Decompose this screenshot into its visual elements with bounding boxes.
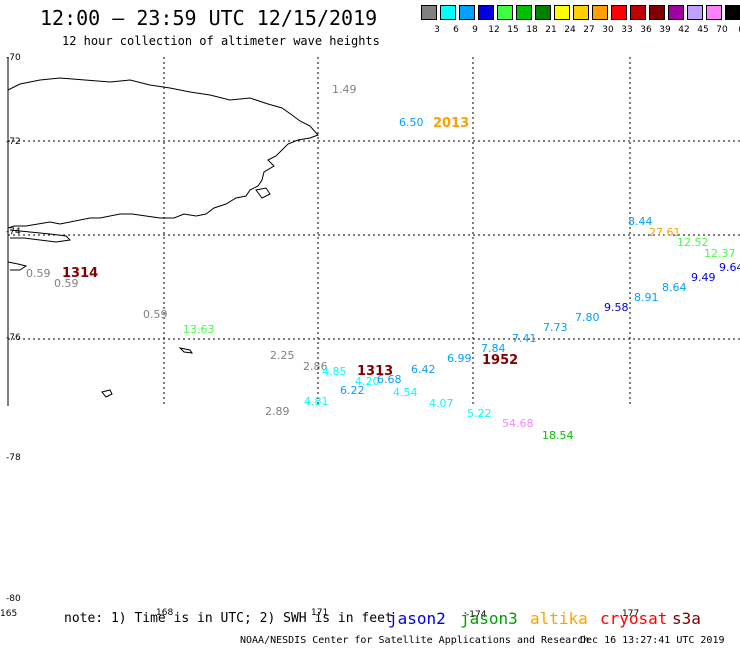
longitude-labels: 165 168 171 -174 177: [0, 608, 639, 620]
wave-height-value: 6.68: [377, 373, 402, 386]
wave-height-value: 8.44: [628, 215, 653, 228]
scale-label: 33: [621, 25, 633, 35]
coastline: [7, 77, 319, 398]
wave-height-value: 4.85: [322, 365, 347, 378]
scale-swatch: [554, 5, 570, 20]
wave-height-value: 18.54: [542, 429, 574, 442]
scale-label: 30: [602, 25, 614, 35]
longitude-label: 168: [156, 608, 173, 618]
wave-height-value: 9.64: [719, 261, 740, 274]
latitude-label: -80: [6, 594, 21, 604]
scale-swatch: [421, 5, 437, 20]
scale-label: 39: [659, 25, 671, 35]
wave-height-value: 7.73: [543, 321, 568, 334]
longitude-label: -174: [466, 610, 487, 620]
wave-height-value: 13.63: [183, 323, 215, 336]
pass-time-label: 1313: [357, 364, 393, 379]
wave-height-value: 6.99: [447, 352, 472, 365]
scale-label: 70: [716, 25, 728, 35]
pass-time-label: 2013: [433, 116, 469, 131]
wave-height-value: 2.25: [270, 349, 295, 362]
satellite-legend-item: cryosat: [600, 609, 668, 628]
wave-height-value: 9.49: [691, 271, 716, 284]
wave-height-value: 0.59: [26, 267, 51, 280]
wave-height-value: 4.20: [355, 375, 380, 388]
scale-swatch: [440, 5, 456, 20]
pass-time-label: 1952: [482, 353, 518, 368]
wave-height-value: 7.80: [575, 311, 600, 324]
scale-swatch: [592, 5, 608, 20]
satellite-legend-item: jason2: [388, 609, 446, 628]
wave-height-value: 54.68: [502, 417, 534, 430]
wave-height-value: 12.52: [677, 236, 709, 249]
scale-swatch: [706, 5, 722, 20]
satellite-legend-item: jason3: [460, 609, 518, 628]
wave-height-value: 1.49: [332, 83, 357, 96]
units-note: note: 1) Time is in UTC; 2) SWH is in fe…: [64, 611, 393, 626]
scale-label: 12: [488, 25, 500, 35]
latitude-label: -76: [6, 333, 21, 343]
scale-swatch: [630, 5, 646, 20]
generation-timestamp: Dec 16 13:27:41 UTC 2019: [580, 635, 725, 646]
scale-label: 3: [434, 25, 440, 35]
map-title: 12:00 — 23:59 UTC 12/15/2019: [40, 6, 378, 30]
longitude-label: 177: [622, 609, 639, 619]
scale-label: 42: [678, 25, 690, 35]
wave-height-value: 6.22: [340, 384, 365, 397]
wave-height-value: 6.42: [411, 363, 436, 376]
satellite-legend-item: altika: [530, 609, 588, 628]
scale-label: 18: [526, 25, 538, 35]
wave-height-value: 27.61: [649, 226, 681, 239]
latitude-label: -70: [6, 53, 21, 63]
graticule: [8, 57, 740, 406]
map-subtitle: 12 hour collection of altimeter wave hei…: [62, 34, 380, 48]
wave-height-value: 0.59: [143, 308, 168, 321]
wave-height-value: 12.37: [704, 247, 736, 260]
satellite-legend-item: s3a: [672, 609, 701, 628]
wave-height-value: 2.86: [303, 360, 328, 373]
scale-label: 45: [697, 25, 709, 35]
wave-height-value: 0.59: [54, 277, 79, 290]
wave-height-value: 7.41: [512, 332, 537, 345]
wave-height-value: 2.89: [265, 405, 290, 418]
scale-unit: (ft): [733, 25, 740, 35]
scale-swatch: [725, 5, 740, 20]
scale-label: 21: [545, 25, 557, 35]
wave-height-value: 7.84: [481, 342, 506, 355]
latitude-label: -74: [6, 227, 21, 237]
credit-line: NOAA/NESDIS Center for Satellite Applica…: [240, 635, 590, 646]
scale-swatch: [687, 5, 703, 20]
wave-height-value: 5.22: [467, 407, 492, 420]
wave-height-value: 9.58: [604, 301, 629, 314]
latitude-label: -78: [6, 453, 21, 463]
longitude-label: 171: [311, 608, 328, 618]
wave-height-value: 4.54: [393, 386, 418, 399]
scale-swatch: [649, 5, 665, 20]
wave-height-value: 6.50: [399, 116, 424, 129]
scale-label: 27: [583, 25, 595, 35]
wave-height-value: 4.81: [304, 395, 329, 408]
scale-swatch: [573, 5, 589, 20]
scale-swatch: [535, 5, 551, 20]
scale-swatch: [516, 5, 532, 20]
pass-time-label: 1314: [62, 266, 98, 281]
scale-label: 15: [507, 25, 519, 35]
scale-label: 36: [640, 25, 652, 35]
scale-swatch: [497, 5, 513, 20]
wave-height-value: 4.07: [429, 397, 454, 410]
scale-swatch: [478, 5, 494, 20]
scale-label: 9: [472, 25, 478, 35]
scale-swatch: [459, 5, 475, 20]
scale-label: 6: [453, 25, 459, 35]
wave-height-value: 8.64: [662, 281, 687, 294]
scale-swatch: [611, 5, 627, 20]
longitude-label: 165: [0, 609, 17, 619]
latitude-label: -72: [6, 137, 21, 147]
wave-height-value: 8.91: [634, 291, 659, 304]
latitude-labels: -70 -72 -74 -76 -78 -80: [6, 53, 21, 604]
scale-swatch: [668, 5, 684, 20]
scale-label: 24: [564, 25, 576, 35]
